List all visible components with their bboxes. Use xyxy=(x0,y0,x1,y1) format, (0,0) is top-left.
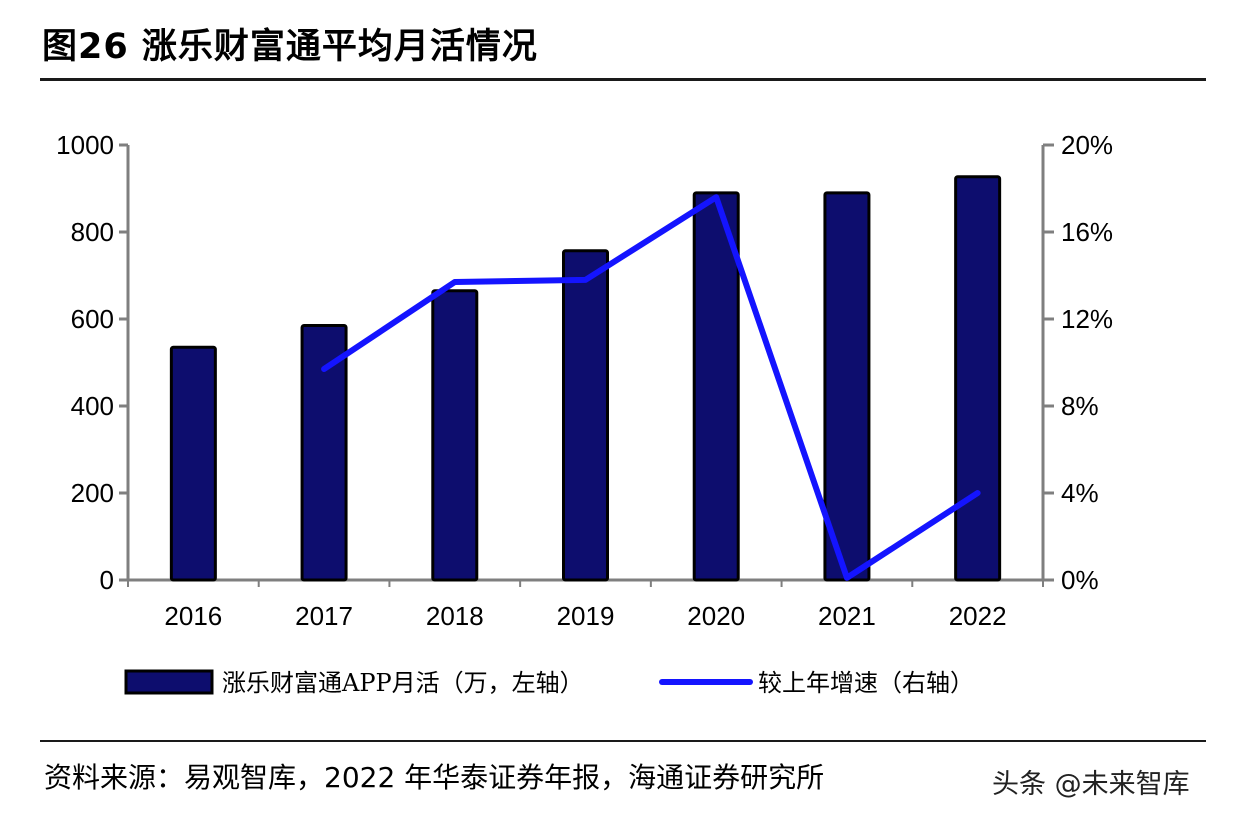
bar-2017 xyxy=(300,324,348,582)
left-tick-label: 800 xyxy=(71,217,114,247)
bar-2019 xyxy=(562,249,609,582)
x-tick-label: 2022 xyxy=(949,601,1007,631)
left-tick-label: 0 xyxy=(100,565,114,595)
left-tick-label: 200 xyxy=(71,478,114,508)
source-note: 资料来源：易观智库，2022 年华泰证券年报，海通证券研究所 xyxy=(44,761,825,794)
right-tick-label: 12% xyxy=(1061,304,1113,334)
x-tick-label: 2016 xyxy=(164,601,222,631)
legend-bar-swatch xyxy=(124,669,214,695)
x-tick-label: 2017 xyxy=(295,601,353,631)
x-tick-label: 2021 xyxy=(818,601,876,631)
x-tick-label: 2020 xyxy=(687,601,745,631)
right-tick-label: 0% xyxy=(1061,565,1099,595)
right-tick-label: 20% xyxy=(1061,130,1113,160)
right-tick-label: 16% xyxy=(1061,217,1113,247)
source-divider xyxy=(40,740,1206,742)
chart-title: 图26 涨乐财富通平均月活情况 xyxy=(42,27,538,67)
legend-bar-label: 涨乐财富通APP月活（万，左轴） xyxy=(222,669,584,697)
bar-2016 xyxy=(169,345,217,582)
bar-2020 xyxy=(692,191,740,582)
right-tick-label: 8% xyxy=(1061,391,1099,421)
bar-2021 xyxy=(823,191,871,582)
x-tick-label: 2019 xyxy=(557,601,615,631)
right-tick-label: 4% xyxy=(1061,478,1099,508)
left-tick-label: 400 xyxy=(71,391,114,421)
left-tick-label: 600 xyxy=(71,304,114,334)
growth-point-2017 xyxy=(322,367,326,371)
growth-point-2018 xyxy=(453,280,457,284)
bar-2022 xyxy=(954,175,1002,582)
watermark: 头条 @未来智库 xyxy=(992,769,1190,800)
chart: 0 200 400 600 800 1000 0% 4% 8% 12% 16% 20% 2016 2017… xyxy=(56,130,1113,697)
growth-point-2022 xyxy=(976,491,980,495)
left-tick-label: 1000 xyxy=(56,130,114,160)
growth-point-2021 xyxy=(845,576,849,580)
title-divider xyxy=(40,78,1206,81)
growth-point-2019 xyxy=(584,278,587,282)
legend-line-label: 较上年增速（右轴） xyxy=(758,669,974,697)
growth-point-2020 xyxy=(714,195,718,199)
growth-line xyxy=(321,194,981,581)
bar-2018 xyxy=(431,289,479,582)
x-tick-label: 2018 xyxy=(426,601,484,631)
